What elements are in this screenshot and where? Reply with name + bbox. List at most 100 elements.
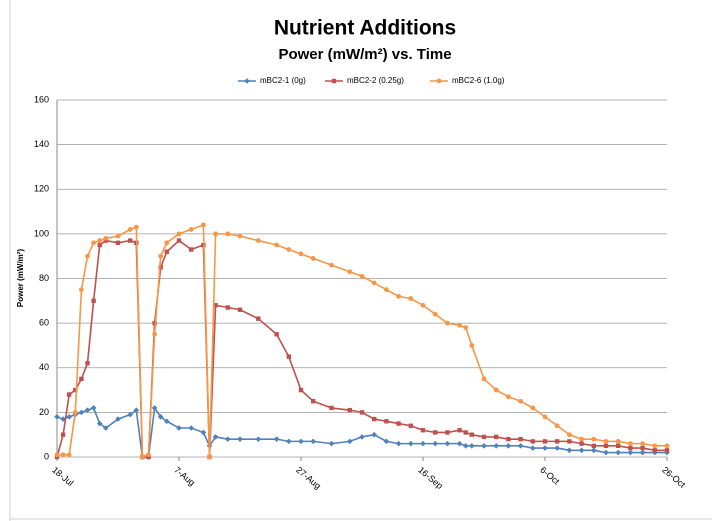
data-point — [469, 343, 475, 348]
data-point — [554, 445, 560, 451]
legend-label: mBC2-6 (1.0g) — [452, 76, 505, 85]
data-point — [91, 240, 96, 246]
data-point — [60, 452, 66, 458]
data-point — [311, 399, 316, 404]
data-point — [603, 449, 609, 456]
data-point — [517, 443, 524, 449]
x-tick-label: 18-Jul — [50, 465, 75, 488]
data-point — [615, 449, 621, 456]
data-point — [432, 440, 438, 447]
data-point — [90, 405, 97, 411]
data-point — [274, 242, 279, 248]
legend-marker — [244, 78, 250, 84]
data-point — [408, 296, 414, 301]
data-point — [157, 414, 164, 420]
data-point — [103, 425, 109, 431]
data-point — [371, 431, 377, 438]
data-point — [140, 454, 145, 460]
x-tick-label: 27-Aug — [294, 465, 323, 491]
legend-marker — [331, 78, 337, 84]
data-point — [640, 445, 645, 451]
data-point — [463, 325, 469, 330]
data-point — [212, 434, 219, 440]
data-point — [188, 227, 194, 232]
data-point — [347, 438, 353, 445]
data-point — [372, 416, 377, 422]
data-point — [298, 387, 304, 393]
data-point — [384, 287, 389, 293]
data-point — [310, 256, 316, 261]
data-point — [72, 409, 78, 415]
data-point — [97, 238, 103, 243]
data-point — [591, 436, 597, 442]
data-point — [506, 394, 511, 400]
data-point — [463, 430, 468, 435]
data-point — [457, 428, 462, 433]
data-point — [456, 440, 463, 447]
data-point — [133, 407, 140, 413]
data-point — [518, 436, 523, 442]
data-point — [73, 387, 78, 393]
data-point — [127, 411, 133, 418]
data-point — [133, 224, 139, 230]
data-point — [201, 222, 206, 228]
data-point — [128, 238, 133, 243]
y-tick-label: 60 — [39, 318, 49, 328]
data-point — [579, 441, 584, 446]
data-point — [432, 311, 438, 317]
data-point — [347, 407, 352, 413]
data-point — [628, 441, 633, 447]
y-tick-label: 20 — [39, 407, 49, 417]
data-point — [96, 420, 103, 427]
data-point — [652, 448, 657, 453]
data-point — [420, 440, 426, 447]
data-point — [54, 414, 60, 420]
data-point — [213, 231, 219, 237]
chart-subtitle: Power (mW/m²) vs. Time — [278, 46, 451, 63]
data-point — [67, 392, 72, 397]
data-point — [542, 439, 548, 444]
data-point — [158, 253, 164, 259]
data-point — [207, 454, 212, 460]
data-point — [78, 409, 85, 416]
data-point — [505, 443, 512, 449]
data-point — [591, 443, 596, 449]
series-line — [56, 405, 667, 458]
data-point — [530, 445, 536, 451]
data-point — [640, 441, 645, 447]
data-point — [225, 436, 231, 442]
data-point — [255, 436, 262, 442]
data-point — [664, 443, 670, 449]
data-point — [188, 425, 194, 431]
data-point — [603, 443, 609, 449]
data-point — [542, 414, 548, 420]
data-point — [469, 443, 475, 449]
y-tick-label: 80 — [39, 273, 49, 283]
data-point — [176, 231, 182, 237]
data-point — [152, 320, 157, 326]
data-point — [329, 405, 334, 411]
y-tick-label: 120 — [34, 184, 49, 194]
data-point — [286, 438, 292, 445]
data-point — [225, 231, 231, 237]
data-point — [176, 425, 182, 431]
data-point — [555, 439, 560, 444]
y-tick-label: 0 — [44, 451, 49, 461]
data-point — [469, 432, 474, 437]
data-point — [384, 419, 389, 424]
data-point — [420, 302, 426, 308]
data-point — [298, 251, 304, 257]
data-point — [433, 430, 438, 435]
data-point — [494, 434, 499, 440]
data-point — [444, 440, 451, 447]
data-point — [164, 249, 169, 254]
data-point — [359, 434, 365, 440]
x-tick-label: 16-Sep — [416, 465, 445, 491]
data-point — [85, 253, 90, 259]
data-point — [664, 449, 670, 456]
data-point — [127, 227, 133, 232]
data-point — [445, 430, 450, 435]
data-point — [554, 423, 560, 429]
data-point — [591, 447, 597, 454]
